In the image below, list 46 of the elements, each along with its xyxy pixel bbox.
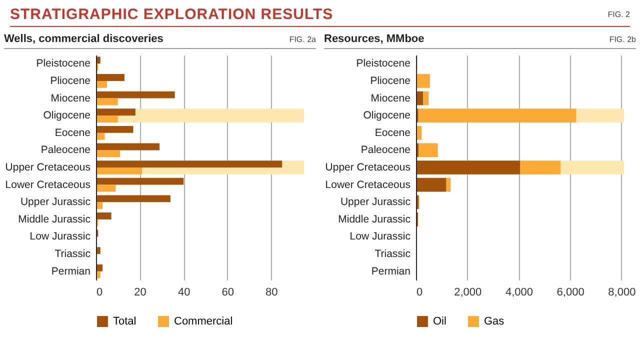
y-tick-label: Eocene: [54, 126, 91, 139]
legend-label: Commercial: [174, 316, 233, 328]
x-tick-label: 20: [134, 286, 146, 298]
chart-title: Wells, commercial discoveries: [4, 33, 164, 45]
y-tick-label: Paleocene: [360, 144, 411, 156]
x-tick-label: 60: [222, 286, 234, 298]
y-tick-label: Low Jurassic: [30, 230, 90, 243]
legend-label: Gas: [484, 316, 505, 328]
y-tick-label: Low Jurassic: [350, 230, 410, 243]
x-tick-label: 4,000: [505, 286, 533, 298]
y-tick-label: Pliocene: [370, 74, 411, 87]
caption: FIG. 2: [608, 10, 630, 19]
x-tick-label: 80: [266, 286, 278, 298]
x-tick-label: 0: [96, 286, 103, 298]
y-tick-label: Pliocene: [50, 74, 91, 87]
y-tick-label: Upper Jurassic: [340, 196, 410, 208]
y-tick-label: Triassic: [374, 248, 410, 260]
y-tick-label: Lower Cretaceous: [5, 178, 90, 191]
text: STRATIGRAPHIC EXPLORATION RESULTS: [10, 6, 334, 23]
y-tick-label: Upper Cretaceous: [5, 162, 90, 174]
legend-label: Total: [113, 316, 136, 328]
chart-title: Resources, MMboe: [324, 33, 424, 45]
y-tick-label: Permian: [371, 265, 411, 278]
x-tick-label: 8,000: [608, 286, 636, 298]
x-tick-label: 40: [178, 286, 190, 298]
y-tick-label: Upper Cretaceous: [325, 162, 410, 174]
y-tick-label: Paleocene: [40, 144, 91, 156]
y-tick-label: Miocene: [370, 92, 411, 104]
y-tick-label: Oligocene: [363, 110, 411, 122]
x-tick-label: 6,000: [556, 286, 584, 298]
x-tick-label: 0: [416, 286, 423, 298]
y-tick-label: Eocene: [374, 126, 411, 139]
y-tick-label: Lower Cretaceous: [325, 178, 410, 191]
y-tick-label: Triassic: [54, 248, 90, 260]
y-tick-label: Pleistocene: [356, 58, 411, 70]
caption: FIG. 2b: [609, 35, 636, 44]
y-tick-label: Permian: [51, 265, 91, 278]
y-tick-label: Middle Jurassic: [338, 213, 410, 226]
y-tick-label: Pleistocene: [36, 58, 91, 70]
y-tick-label: Oligocene: [43, 110, 91, 122]
legend-label: Oil: [433, 316, 446, 328]
y-tick-label: Middle Jurassic: [18, 213, 90, 226]
caption: FIG. 2a: [289, 35, 316, 44]
x-tick-label: 2,000: [454, 286, 482, 298]
y-tick-label: Upper Jurassic: [20, 196, 90, 208]
y-tick-label: Miocene: [50, 92, 91, 104]
